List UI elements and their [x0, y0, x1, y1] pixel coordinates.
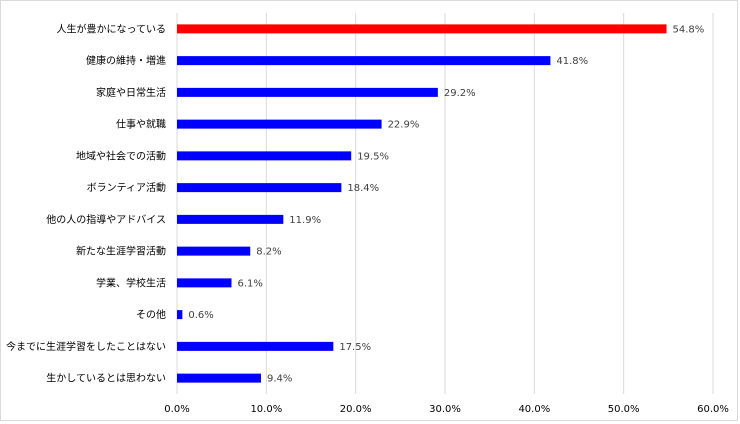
bar — [177, 214, 284, 224]
data-label: 9.4% — [267, 374, 292, 385]
bar — [177, 119, 382, 129]
bar — [177, 278, 232, 288]
x-tick-label: 10.0% — [250, 404, 282, 415]
category-label: 人生が豊かになっている — [57, 22, 167, 35]
bars — [177, 24, 667, 383]
data-label: 22.9% — [388, 120, 420, 131]
category-label: 健康の維持・増進 — [86, 54, 166, 67]
category-labels: 人生が豊かになっている健康の維持・増進家庭や日常生活仕事や就職地域や社会での活動… — [6, 22, 166, 384]
bar — [177, 246, 251, 256]
x-axis-ticks: 0.0% 10.0% 20.0% 30.0% 40.0% 50.0% 60.0% — [164, 404, 729, 415]
category-label: 学業、学校生活 — [96, 276, 166, 289]
value-labels: 54.8% 41.8% 29.2% 22.9% 19.5% 18.4% 11.9% 8.2% 6… — [188, 24, 704, 384]
gridlines — [176, 13, 714, 394]
category-label: 新たな生涯学習活動 — [76, 245, 166, 258]
category-label: 他の人の指導やアドバイス — [46, 213, 166, 226]
data-label: 29.2% — [444, 88, 476, 99]
category-label: 仕事や就職 — [116, 118, 166, 131]
data-label: 54.8% — [673, 24, 705, 35]
category-label: 家庭や日常生活 — [96, 86, 166, 99]
data-label: 17.5% — [339, 342, 371, 353]
x-tick-label: 40.0% — [518, 404, 550, 415]
bar — [177, 24, 667, 34]
data-label: 18.4% — [347, 183, 379, 194]
category-label: その他 — [136, 308, 166, 321]
data-label: 41.8% — [556, 56, 588, 67]
bar — [177, 56, 551, 66]
category-label: 地域や社会での活動 — [76, 149, 166, 162]
category-label: 生かしているとは思わない — [46, 372, 166, 385]
x-tick-label: 0.0% — [164, 404, 189, 415]
bar — [177, 373, 261, 383]
x-tick-label: 50.0% — [608, 404, 640, 415]
category-label: ボランティア活動 — [87, 181, 166, 194]
bar — [177, 341, 334, 351]
data-label: 8.2% — [256, 247, 281, 258]
data-label: 19.5% — [357, 151, 389, 162]
bar — [177, 151, 352, 161]
bar — [177, 310, 183, 320]
x-tick-label: 60.0% — [697, 404, 729, 415]
data-label: 0.6% — [188, 310, 213, 321]
x-tick-label: 20.0% — [340, 404, 372, 415]
category-label: 今までに生涯学習をしたことはない — [6, 340, 166, 353]
bar — [177, 183, 342, 193]
bar — [177, 87, 438, 97]
data-label: 11.9% — [289, 215, 321, 226]
data-label: 6.1% — [237, 278, 262, 289]
x-tick-label: 30.0% — [429, 404, 461, 415]
